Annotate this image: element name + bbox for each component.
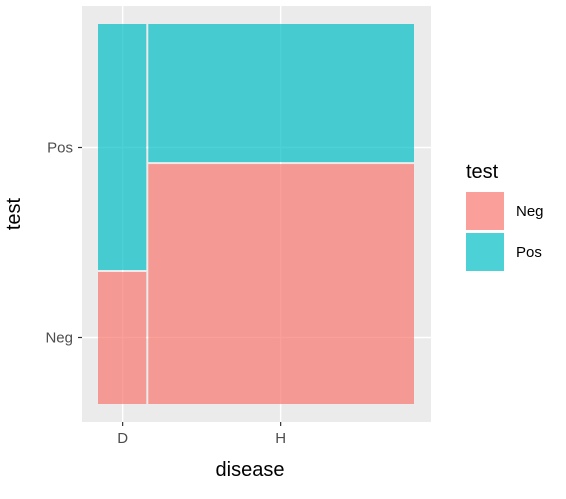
mosaic-tiles bbox=[98, 24, 414, 404]
legend-key-neg bbox=[466, 192, 504, 230]
tile-d-pos bbox=[98, 24, 147, 270]
legend-label-neg: Neg bbox=[516, 203, 544, 220]
legend-key-pos bbox=[466, 233, 504, 271]
y-tick-label-neg: Neg bbox=[45, 330, 73, 347]
x-axis-title: disease bbox=[216, 459, 285, 481]
axis-ticks: D H Neg Pos bbox=[45, 140, 286, 448]
legend: test Neg Pos bbox=[466, 161, 544, 271]
legend-title: test bbox=[466, 161, 499, 183]
y-tick-label-pos: Pos bbox=[47, 140, 73, 157]
x-tick-label-d: D bbox=[117, 430, 128, 447]
tile-h-pos bbox=[148, 24, 414, 163]
y-axis-title: test bbox=[3, 197, 25, 230]
x-tick-label-h: H bbox=[275, 430, 286, 447]
legend-label-pos: Pos bbox=[516, 244, 542, 261]
tile-h-neg bbox=[148, 164, 414, 404]
tile-d-neg bbox=[98, 272, 147, 404]
